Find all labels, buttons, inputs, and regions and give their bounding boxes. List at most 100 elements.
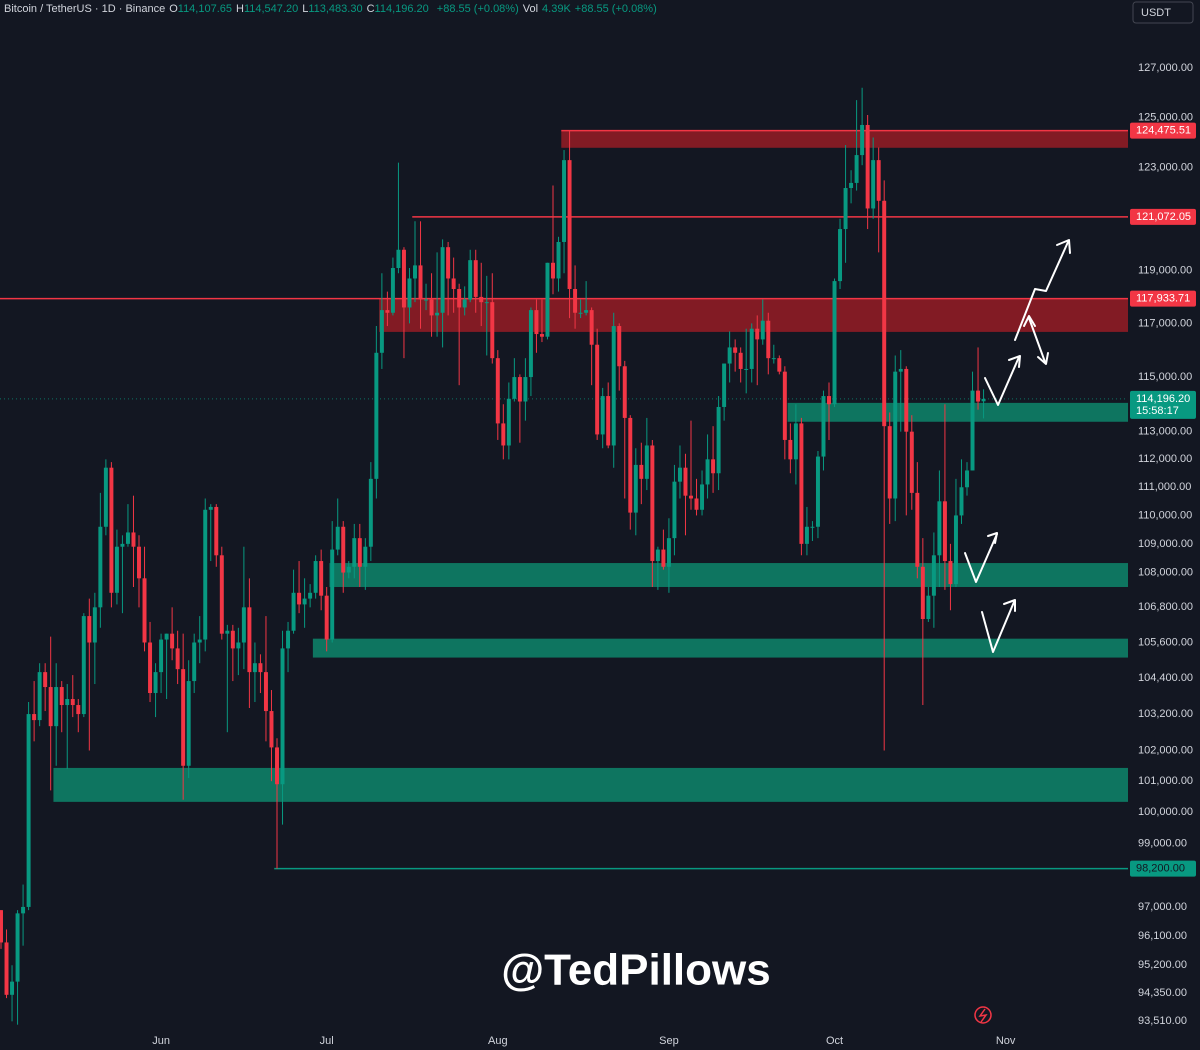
candle-body	[606, 396, 611, 446]
candle-body	[451, 278, 456, 289]
candle-body	[390, 268, 395, 313]
candle-body	[269, 711, 274, 748]
candle-body	[81, 616, 86, 715]
candle-body	[517, 377, 522, 402]
y-tick-label: 103,200.00	[1138, 708, 1193, 720]
y-tick-label: 101,000.00	[1138, 775, 1193, 787]
candle-body	[832, 281, 837, 405]
candle-body	[672, 481, 677, 539]
candle-body	[0, 910, 3, 943]
volume: 4.39K	[542, 3, 571, 15]
candle-body	[898, 368, 903, 372]
candle-body	[473, 260, 478, 297]
candle-body	[683, 467, 688, 496]
field-value: 114,547.20	[243, 3, 299, 15]
arrowhead	[1037, 352, 1049, 365]
field-key: C	[366, 3, 375, 15]
candle-body	[600, 396, 605, 435]
candle-body	[666, 538, 671, 567]
drawing-arrows	[964, 239, 1071, 653]
candle-body	[865, 124, 870, 209]
candle-body	[810, 526, 815, 528]
candle-body	[468, 260, 473, 300]
candle-body	[197, 639, 202, 643]
candle-body	[346, 566, 351, 573]
level-label: 121,072.05	[1136, 211, 1191, 223]
lightning-icon[interactable]	[974, 1006, 992, 1024]
candle-body	[700, 484, 705, 510]
candle-body	[401, 249, 406, 308]
volume-key: Vol	[522, 3, 539, 15]
candle-body	[644, 445, 649, 479]
y-tick-label: 112,000.00	[1138, 453, 1192, 465]
field-value: 114,107.65	[177, 3, 233, 15]
zone	[53, 767, 1129, 802]
candle-body	[965, 470, 969, 488]
arrowhead	[987, 532, 998, 544]
level-label-box	[1130, 290, 1196, 307]
candle-body	[247, 607, 252, 673]
field-key: L	[302, 3, 309, 15]
candle-body	[733, 347, 738, 353]
candle-body	[236, 642, 241, 649]
candle-body	[418, 265, 423, 300]
candle-body	[368, 478, 373, 547]
candle-body	[760, 320, 765, 340]
y-tick-label: 99,000.00	[1138, 837, 1187, 849]
symbol: Bitcoin / TetherUS · 1D · Binance	[4, 3, 166, 15]
candle-body	[838, 229, 843, 282]
zone	[312, 638, 1128, 658]
level-label: 117,933.71	[1136, 293, 1190, 305]
candle-body	[562, 160, 567, 242]
candle-body	[766, 320, 771, 359]
candle-body	[308, 592, 313, 599]
candle-body	[435, 312, 440, 316]
y-tick-label: 113,000.00	[1138, 426, 1192, 438]
candle-body	[948, 561, 953, 585]
candle-body	[650, 445, 655, 562]
candle-body	[32, 714, 37, 721]
candle-body	[738, 352, 743, 369]
candle-body	[573, 288, 578, 313]
candle-body	[556, 241, 561, 279]
arrowhead	[1056, 239, 1071, 254]
currency-button[interactable]: USDT	[1132, 1, 1194, 24]
candle-body	[54, 687, 59, 727]
y-tick-label: 115,000.00	[1138, 371, 1192, 383]
candle-body	[528, 310, 533, 378]
candle-body	[374, 352, 379, 479]
candle-body	[722, 363, 727, 407]
plot-area	[0, 87, 1129, 1025]
candle-body	[192, 642, 197, 682]
y-tick-label: 96,100.00	[1138, 930, 1187, 942]
candle-body	[109, 467, 114, 593]
candle-body	[153, 672, 158, 694]
currency[interactable]: USDT	[1141, 7, 1171, 19]
level-label-box	[1130, 122, 1196, 139]
candle-body	[363, 546, 368, 567]
arrow	[1014, 241, 1069, 341]
arrow	[981, 601, 1015, 653]
candle-body	[506, 398, 511, 446]
candle-body	[633, 464, 638, 513]
candle-body	[263, 672, 268, 712]
candle-body	[457, 288, 462, 308]
candle-body	[981, 398, 986, 402]
candle-body	[920, 566, 925, 620]
currency-box[interactable]	[1132, 1, 1194, 24]
candle-body	[821, 396, 826, 457]
candle-body	[567, 160, 572, 289]
arrow	[1028, 317, 1046, 363]
candle-body	[352, 538, 357, 567]
icon-ring[interactable]	[974, 1006, 992, 1024]
level-label: 124,475.51	[1136, 124, 1191, 136]
candle-body	[37, 672, 42, 721]
candle-body	[225, 630, 230, 634]
candle-body	[379, 310, 384, 353]
field-key: O	[169, 3, 178, 15]
icon-bolt[interactable]	[978, 1008, 988, 1023]
candle-body	[252, 663, 257, 673]
candle-body	[21, 906, 26, 914]
